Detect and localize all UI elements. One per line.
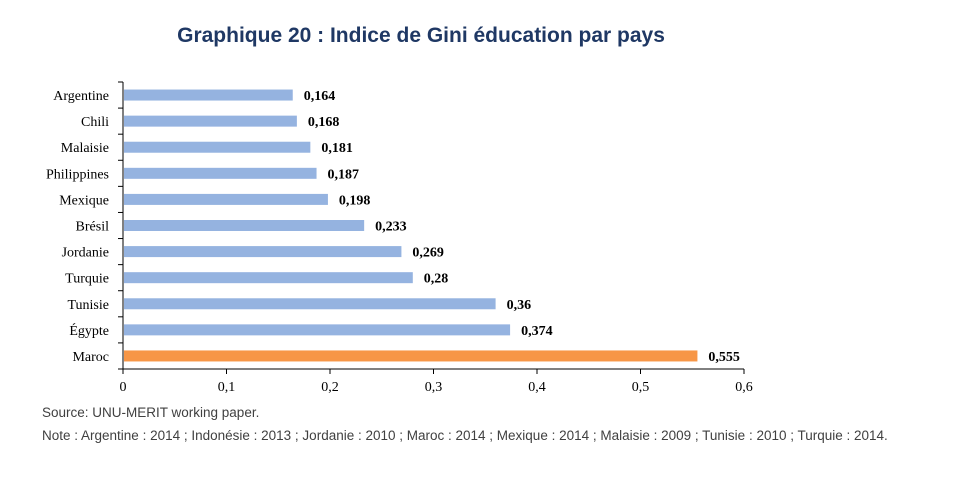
data-label: 0,233 — [375, 220, 407, 235]
category-label: Chili — [81, 115, 109, 130]
data-label: 0,555 — [708, 350, 740, 365]
category-label: Égypte — [69, 322, 109, 339]
category-label: Jordanie — [62, 246, 109, 261]
bar — [124, 167, 317, 179]
bar — [124, 298, 496, 310]
bar-chart: Argentine 0,164 Chili 0,168 Malaisie 0,181 Phi… — [46, 81, 753, 395]
category-label: Turquie — [65, 272, 109, 287]
x-tick-label: 0,6 — [735, 380, 753, 395]
bar — [124, 324, 511, 336]
data-label: 0,198 — [339, 193, 371, 208]
bar — [124, 141, 311, 153]
source-note: Source: UNU-MERIT working paper. — [42, 405, 260, 420]
bar — [124, 89, 293, 101]
x-tick-label: 0,1 — [218, 380, 236, 395]
x-tick-label: 0,5 — [632, 380, 650, 395]
data-label: 0,269 — [412, 246, 444, 261]
bar — [124, 272, 413, 284]
data-label: 0,181 — [321, 141, 353, 156]
category-label: Mexique — [59, 193, 109, 208]
x-tick-label: 0,4 — [528, 380, 546, 395]
category-label: Brésil — [76, 220, 110, 235]
bar — [124, 115, 297, 127]
data-label: 0,36 — [507, 298, 531, 313]
x-tick-label: 0 — [120, 380, 127, 395]
bar — [124, 246, 402, 258]
data-label: 0,374 — [521, 324, 553, 339]
bar — [124, 350, 698, 362]
data-label: 0,28 — [424, 272, 449, 287]
data-label: 0,168 — [308, 115, 340, 130]
data-label: 0,187 — [328, 167, 360, 182]
footnote: Note : Argentine : 2014 ; Indonésie : 20… — [42, 428, 888, 443]
x-tick-label: 0,2 — [321, 380, 339, 395]
bar — [124, 193, 328, 205]
x-tick-label: 0,3 — [425, 380, 443, 395]
bar — [124, 220, 365, 231]
category-label: Argentine — [53, 89, 109, 104]
data-label: 0,164 — [304, 89, 336, 104]
chart-title: Graphique 20 : Indice de Gini éducation … — [177, 24, 665, 47]
category-label: Tunisie — [67, 298, 109, 313]
category-label: Philippines — [46, 167, 109, 182]
category-label: Maroc — [72, 350, 109, 365]
category-label: Malaisie — [61, 141, 109, 156]
